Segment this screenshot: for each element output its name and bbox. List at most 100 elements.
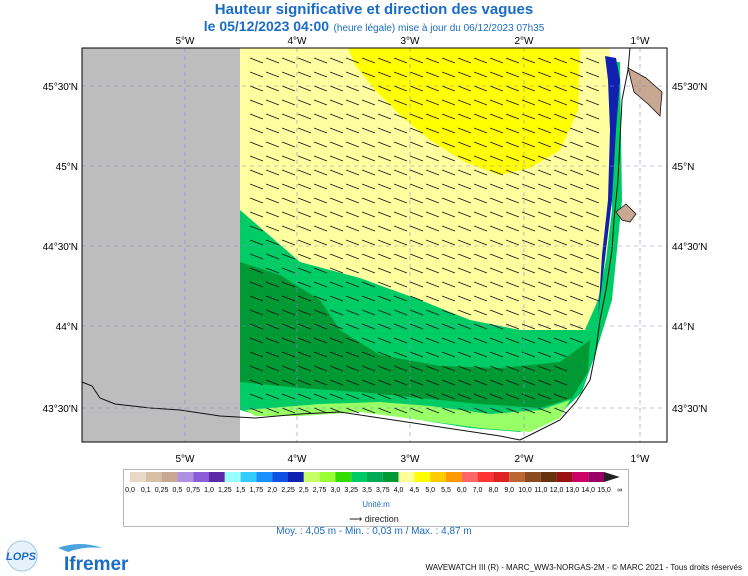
direction-arrow: [585, 281, 600, 288]
direction-arrow: [521, 323, 536, 330]
direction-arrow: [377, 393, 392, 400]
direction-arrow: [457, 295, 472, 302]
direction-arrow: [441, 253, 456, 260]
direction-arrow: [345, 113, 360, 120]
direction-arrow: [249, 337, 264, 344]
direction-arrow: [569, 253, 584, 260]
direction-arrow: [297, 85, 312, 92]
direction-arrow: [313, 211, 328, 218]
direction-arrow: [393, 169, 408, 176]
direction-arrow: [361, 393, 376, 400]
direction-arrow: [313, 393, 328, 400]
legend-swatch: [335, 472, 352, 482]
direction-arrow: [585, 99, 600, 106]
direction-arrow: [297, 337, 312, 344]
direction-arrow: [457, 351, 472, 358]
direction-arrow: [281, 197, 296, 204]
legend-label: 3,75: [376, 487, 390, 494]
direction-arrow: [281, 393, 296, 400]
direction-arrow: [409, 323, 424, 330]
direction-arrow: [265, 197, 280, 204]
direction-arrow: [409, 267, 424, 274]
direction-arrow: [521, 253, 536, 260]
date-line: le 05/12/2023 04:00: [203, 18, 330, 34]
direction-arrow: [361, 127, 376, 134]
direction-arrow: [313, 197, 328, 204]
direction-arrow: [329, 85, 344, 92]
direction-arrow: [409, 295, 424, 302]
coast-line: [519, 47, 631, 441]
direction-arrow: [553, 99, 568, 106]
direction-arrow: [313, 379, 328, 386]
direction-arrow: [361, 379, 376, 386]
legend-swatch: [130, 472, 146, 482]
legend-swatch: [398, 472, 415, 482]
direction-arrow: [265, 155, 280, 162]
direction-arrow: [441, 113, 456, 120]
direction-arrow: [569, 155, 584, 162]
direction-arrow: [505, 295, 520, 302]
direction-arrow: [553, 197, 568, 204]
direction-arrow: [345, 309, 360, 316]
direction-arrow: [425, 211, 440, 218]
direction-arrow: [473, 99, 488, 106]
color-scale: 0,0 0,1 0,25 0,5 0,75 1,0 1,25 1,5 1,75 2,0 2,25 2,…: [125, 472, 622, 494]
direction-arrow: [377, 85, 392, 92]
zone-light-green: [245, 400, 570, 432]
direction-arrow: [537, 337, 552, 344]
direction-arrow: [281, 281, 296, 288]
direction-arrow: [377, 99, 392, 106]
direction-arrow: [377, 183, 392, 190]
direction-arrow: [393, 197, 408, 204]
direction-arrow: [345, 379, 360, 386]
direction-arrow: [393, 351, 408, 358]
direction-arrow: [281, 323, 296, 330]
direction-arrow: [329, 169, 344, 176]
direction-arrow: [441, 295, 456, 302]
direction-arrow: [297, 295, 312, 302]
direction-arrow: [553, 183, 568, 190]
direction-arrow: [489, 141, 504, 148]
lat-tick-label: 45°N: [672, 162, 694, 173]
direction-arrow: [313, 155, 328, 162]
direction-arrow: [281, 141, 296, 148]
direction-arrow: [377, 323, 392, 330]
direction-arrow: [537, 113, 552, 120]
direction-arrow: [473, 281, 488, 288]
direction-arrow: [281, 57, 296, 64]
direction-arrow: [537, 267, 552, 274]
direction-arrow: [249, 393, 264, 400]
direction-arrow: [473, 169, 488, 176]
graticule: [82, 48, 667, 442]
direction-arrow: [265, 113, 280, 120]
lat-tick-label: 45°30'N: [43, 82, 78, 93]
direction-arrow: [297, 113, 312, 120]
direction-arrow: [505, 71, 520, 78]
direction-arrow: [249, 57, 264, 64]
direction-arrow: [569, 323, 584, 330]
legend-swatch: [303, 472, 320, 482]
direction-arrow: [425, 141, 440, 148]
direction-arrow: [489, 225, 504, 232]
direction-arrow: [457, 239, 472, 246]
direction-arrow: [425, 85, 440, 92]
direction-arrow: [569, 183, 584, 190]
direction-arrow: [473, 85, 488, 92]
legend-label: ∞: [617, 487, 622, 494]
direction-arrow: [329, 141, 344, 148]
legend-label: 0,1: [141, 487, 151, 494]
direction-arrow: [569, 295, 584, 302]
legend-swatch: [446, 472, 462, 482]
direction-arrow: [393, 211, 408, 218]
direction-arrow: [377, 197, 392, 204]
direction-arrow: [505, 127, 520, 134]
direction-arrow: [313, 57, 328, 64]
direction-arrow: [297, 253, 312, 260]
direction-arrow: [409, 309, 424, 316]
direction-arrow: [489, 211, 504, 218]
direction-arrow: [585, 71, 600, 78]
direction-arrow: [489, 85, 504, 92]
direction-arrow: [473, 323, 488, 330]
direction-arrow: [473, 239, 488, 246]
direction-arrow: [441, 85, 456, 92]
